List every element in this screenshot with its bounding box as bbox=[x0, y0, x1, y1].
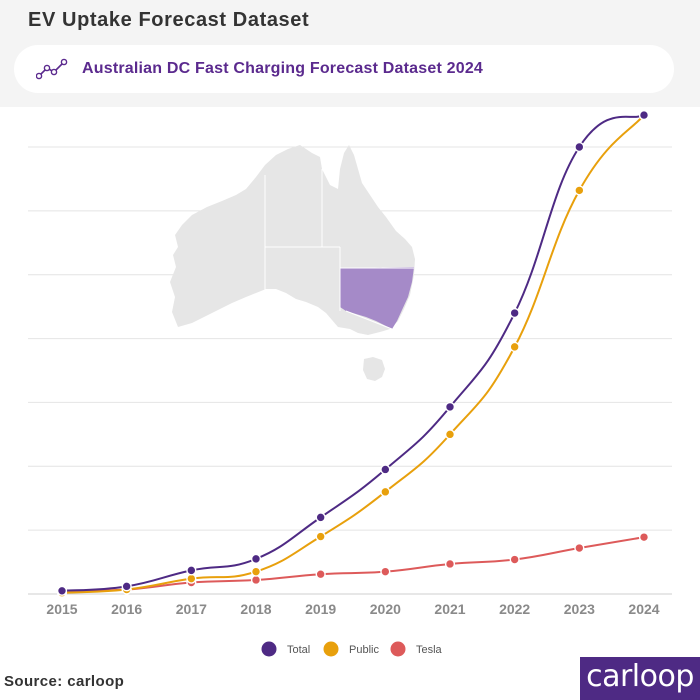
page-title: EV Uptake Forecast Dataset bbox=[28, 9, 310, 31]
point-total-2017 bbox=[186, 565, 197, 576]
chart-area: 2015 2016 2017 2018 2019 2020 2021 2022 2023 2024… bbox=[28, 109, 672, 657]
source-label: Source: carloop bbox=[4, 673, 125, 690]
point-total-2016 bbox=[121, 581, 132, 592]
x-tick-2021: 2021 bbox=[434, 601, 465, 617]
state-borders bbox=[264, 169, 414, 330]
point-total-2021 bbox=[444, 401, 456, 412]
legend-item-total[interactable]: Total bbox=[261, 641, 311, 657]
x-tick-2022: 2022 bbox=[499, 601, 530, 617]
map-nsw-highlight bbox=[340, 267, 414, 329]
x-tick-2023: 2023 bbox=[564, 601, 595, 617]
point-public-2019 bbox=[315, 531, 326, 542]
series-points bbox=[56, 109, 650, 598]
point-total-2024 bbox=[638, 109, 650, 121]
point-tesla-2018 bbox=[250, 574, 262, 586]
legend-marker-total bbox=[261, 641, 277, 657]
x-tick-2018: 2018 bbox=[240, 601, 271, 617]
point-total-2020 bbox=[380, 464, 391, 475]
brand-logo-text: carloop bbox=[586, 659, 694, 694]
point-public-2021 bbox=[444, 429, 456, 440]
header-band: EV Uptake Forecast Dataset Australian DC… bbox=[0, 0, 700, 107]
x-tick-2015: 2015 bbox=[46, 601, 77, 617]
legend-marker-tesla bbox=[390, 641, 406, 657]
point-public-2022 bbox=[509, 341, 520, 352]
brand-logo: carloop bbox=[580, 657, 700, 700]
chart-subtitle: Australian DC Fast Charging Forecast Dat… bbox=[82, 60, 484, 77]
legend: Total Public Tesla bbox=[261, 641, 443, 657]
point-tesla-2019 bbox=[315, 569, 326, 580]
point-public-2023 bbox=[574, 185, 585, 196]
subtitle-pill: Australian DC Fast Charging Forecast Dat… bbox=[14, 45, 674, 93]
point-tesla-2021 bbox=[444, 558, 456, 570]
point-total-2022 bbox=[509, 307, 520, 319]
x-tick-2024: 2024 bbox=[628, 601, 659, 617]
series-line-tesla bbox=[61, 536, 645, 592]
legend-marker-public bbox=[323, 641, 339, 657]
legend-label-public: Public bbox=[349, 644, 379, 656]
point-public-2018 bbox=[250, 566, 262, 577]
x-tick-2016: 2016 bbox=[111, 601, 142, 617]
legend-label-tesla: Tesla bbox=[416, 644, 443, 656]
australia-map bbox=[170, 145, 415, 381]
x-tick-labels: 2015 2016 2017 2018 2019 2020 2021 2022 2023 2024 bbox=[46, 601, 659, 617]
point-public-2020 bbox=[380, 486, 391, 497]
x-tick-2019: 2019 bbox=[305, 601, 336, 617]
legend-label-total: Total bbox=[287, 644, 310, 656]
legend-item-tesla[interactable]: Tesla bbox=[390, 641, 443, 657]
point-tesla-2024 bbox=[638, 532, 650, 543]
legend-item-public[interactable]: Public bbox=[323, 641, 380, 657]
point-tesla-2020 bbox=[380, 566, 391, 577]
x-tick-2017: 2017 bbox=[176, 601, 207, 617]
point-public-2017 bbox=[186, 573, 197, 584]
point-tesla-2022 bbox=[509, 554, 520, 565]
point-total-2015 bbox=[56, 585, 68, 596]
x-tick-2020: 2020 bbox=[370, 601, 401, 617]
line-chart-icon bbox=[36, 58, 68, 80]
point-total-2023 bbox=[574, 141, 585, 153]
point-total-2018 bbox=[250, 553, 262, 564]
point-tesla-2023 bbox=[574, 542, 585, 554]
map-tasmania bbox=[363, 357, 385, 381]
point-total-2019 bbox=[315, 512, 326, 523]
